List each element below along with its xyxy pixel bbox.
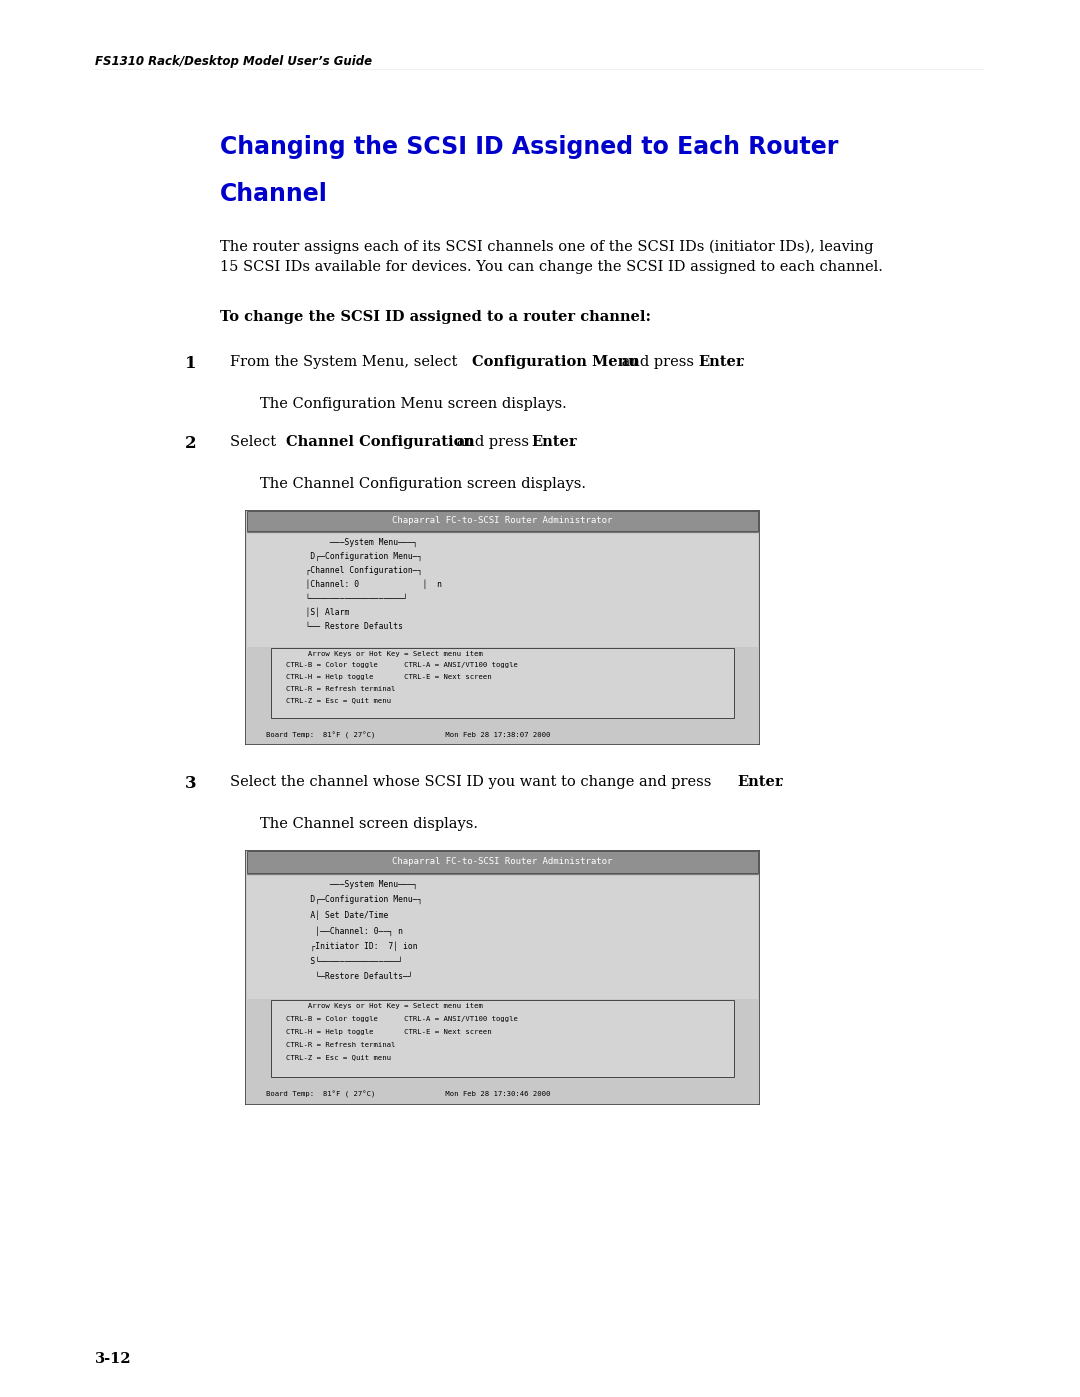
Text: To change the SCSI ID assigned to a router channel:: To change the SCSI ID assigned to a rout… <box>220 310 651 324</box>
Text: S└────────────────┘: S└────────────────┘ <box>286 957 403 967</box>
Text: and press: and press <box>617 355 699 369</box>
Text: Arrow Keys or Hot Key = Select menu item: Arrow Keys or Hot Key = Select menu item <box>286 651 483 657</box>
Text: CTRL-H = Help toggle       CTRL-E = Next screen: CTRL-H = Help toggle CTRL-E = Next scree… <box>286 675 491 680</box>
Text: Channel: Channel <box>220 182 328 205</box>
Text: Enter: Enter <box>698 355 744 369</box>
Text: Arrow Keys or Hot Key = Select menu item: Arrow Keys or Hot Key = Select menu item <box>286 1003 483 1010</box>
Text: CTRL-B = Color toggle      CTRL-A = ANSI/VT100 toggle: CTRL-B = Color toggle CTRL-A = ANSI/VT10… <box>286 1016 518 1023</box>
Text: Changing the SCSI ID Assigned to Each Router: Changing the SCSI ID Assigned to Each Ro… <box>220 136 838 159</box>
Text: D┌─Configuration Menu─┐: D┌─Configuration Menu─┐ <box>286 552 422 560</box>
Text: .: . <box>740 355 744 369</box>
Text: The router assigns each of its SCSI channels one of the SCSI IDs (initiator IDs): The router assigns each of its SCSI chan… <box>220 240 882 274</box>
Text: 2: 2 <box>185 434 197 453</box>
Text: Chaparral FC-to-SCSI Router Administrator: Chaparral FC-to-SCSI Router Administrato… <box>392 517 612 525</box>
Bar <box>271 648 734 718</box>
Text: Board Temp:  81°F ( 27°C)                Mon Feb 28 17:30:46 2000: Board Temp: 81°F ( 27°C) Mon Feb 28 17:3… <box>266 1091 550 1098</box>
Text: Chaparral FC-to-SCSI Router Administrator: Chaparral FC-to-SCSI Router Administrato… <box>392 858 612 866</box>
Text: FS1310 Rack/Desktop Model User’s Guide: FS1310 Rack/Desktop Model User’s Guide <box>95 54 373 68</box>
Text: The Channel Configuration screen displays.: The Channel Configuration screen display… <box>260 476 586 490</box>
Text: The Configuration Menu screen displays.: The Configuration Menu screen displays. <box>260 397 567 411</box>
Text: .: . <box>779 775 784 789</box>
Text: └── Restore Defaults: └── Restore Defaults <box>286 622 403 631</box>
Text: .: . <box>572 434 577 448</box>
Text: 3: 3 <box>185 775 197 792</box>
Text: CTRL-R = Refresh terminal: CTRL-R = Refresh terminal <box>286 1042 395 1048</box>
Text: ───System Menu───┐: ───System Menu───┐ <box>286 538 418 546</box>
Text: A│ Set Date/Time: A│ Set Date/Time <box>286 911 389 921</box>
Text: Select: Select <box>230 434 281 448</box>
Text: Enter: Enter <box>737 775 783 789</box>
Text: ┌Initiator ID:  7│ ion: ┌Initiator ID: 7│ ion <box>286 942 418 951</box>
Text: CTRL-R = Refresh terminal: CTRL-R = Refresh terminal <box>286 686 395 692</box>
Text: Enter: Enter <box>531 434 577 448</box>
Bar <box>247 851 758 873</box>
Text: Channel Configuration: Channel Configuration <box>286 434 474 448</box>
Text: and press: and press <box>453 434 534 448</box>
Text: CTRL-Z = Esc = Quit menu: CTRL-Z = Esc = Quit menu <box>286 1055 391 1060</box>
Text: ┌Channel Configuration─┐: ┌Channel Configuration─┐ <box>286 566 422 574</box>
Text: └───────────────────┘: └───────────────────┘ <box>286 594 408 604</box>
Text: CTRL-Z = Esc = Quit menu: CTRL-Z = Esc = Quit menu <box>286 697 391 704</box>
Text: │Channel: 0             │  n: │Channel: 0 │ n <box>286 580 442 590</box>
Text: │──Channel: 0──┐ n: │──Channel: 0──┐ n <box>286 926 403 936</box>
Bar <box>247 876 758 999</box>
Text: From the System Menu, select: From the System Menu, select <box>230 355 462 369</box>
Text: D┌─Configuration Menu─┐: D┌─Configuration Menu─┐ <box>286 895 422 904</box>
Text: Board Temp:  81°F ( 27°C)                Mon Feb 28 17:38:07 2000: Board Temp: 81°F ( 27°C) Mon Feb 28 17:3… <box>266 732 550 739</box>
Text: │S│ Alarm: │S│ Alarm <box>286 608 350 617</box>
Text: CTRL-B = Color toggle      CTRL-A = ANSI/VT100 toggle: CTRL-B = Color toggle CTRL-A = ANSI/VT10… <box>286 662 518 668</box>
Text: The Channel screen displays.: The Channel screen displays. <box>260 817 478 831</box>
Text: ───System Menu───┐: ───System Menu───┐ <box>286 880 418 888</box>
Bar <box>247 534 758 647</box>
Text: 3-12: 3-12 <box>95 1352 132 1366</box>
Bar <box>247 511 758 531</box>
Text: CTRL-H = Help toggle       CTRL-E = Next screen: CTRL-H = Help toggle CTRL-E = Next scree… <box>286 1030 491 1035</box>
Text: Select the channel whose SCSI ID you want to change and press: Select the channel whose SCSI ID you wan… <box>230 775 716 789</box>
Text: └─Restore Defaults─┘: └─Restore Defaults─┘ <box>286 972 413 982</box>
Text: Configuration Menu: Configuration Menu <box>472 355 639 369</box>
Bar <box>271 1000 734 1077</box>
Text: 1: 1 <box>185 355 197 372</box>
